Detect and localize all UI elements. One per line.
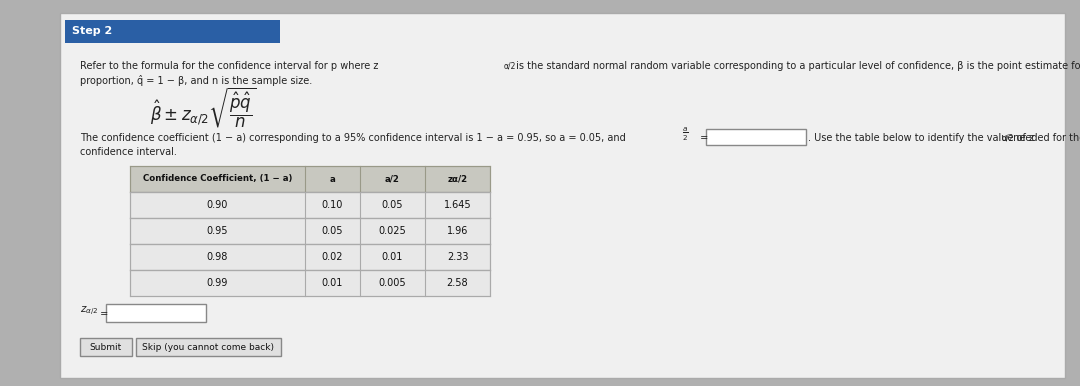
Bar bbox=[130, 166, 490, 192]
Text: 1.96: 1.96 bbox=[447, 226, 469, 236]
Text: 0.99: 0.99 bbox=[206, 278, 228, 288]
Text: zα/2: zα/2 bbox=[447, 174, 468, 183]
Text: 2.33: 2.33 bbox=[447, 252, 469, 262]
Text: proportion, q̂ = 1 − β, and n is the sample size.: proportion, q̂ = 1 − β, and n is the sam… bbox=[80, 74, 312, 86]
Text: $z_{\alpha/2}$: $z_{\alpha/2}$ bbox=[80, 305, 98, 318]
Bar bbox=[80, 338, 132, 356]
Text: α/2: α/2 bbox=[504, 61, 516, 71]
Text: 0.95: 0.95 bbox=[206, 226, 228, 236]
Text: a/2: a/2 bbox=[386, 174, 400, 183]
Bar bbox=[130, 218, 490, 244]
Text: 0.005: 0.005 bbox=[379, 278, 406, 288]
Bar bbox=[706, 129, 806, 145]
Text: =: = bbox=[697, 133, 712, 143]
Bar bbox=[136, 338, 281, 356]
Text: Confidence Coefficient, (1 − a): Confidence Coefficient, (1 − a) bbox=[143, 174, 293, 183]
Bar bbox=[65, 20, 280, 43]
Text: $\hat{\beta} \pm z_{\alpha/2}\sqrt{\dfrac{\hat{p}\hat{q}}{n}}$: $\hat{\beta} \pm z_{\alpha/2}\sqrt{\dfra… bbox=[150, 86, 256, 130]
Bar bbox=[130, 270, 490, 296]
Text: 0.025: 0.025 bbox=[379, 226, 406, 236]
Text: 1.645: 1.645 bbox=[444, 200, 471, 210]
Text: Step 2: Step 2 bbox=[72, 27, 112, 37]
Bar bbox=[130, 192, 490, 218]
Text: a: a bbox=[329, 174, 336, 183]
Text: confidence interval.: confidence interval. bbox=[80, 147, 177, 157]
Text: 0.90: 0.90 bbox=[206, 200, 228, 210]
Bar bbox=[130, 244, 490, 270]
Text: is the standard normal random variable corresponding to a particular level of co: is the standard normal random variable c… bbox=[513, 61, 1080, 71]
Text: 0.05: 0.05 bbox=[381, 200, 403, 210]
Text: Skip (you cannot come back): Skip (you cannot come back) bbox=[141, 342, 274, 352]
Text: 0.01: 0.01 bbox=[382, 252, 403, 262]
Text: Refer to the formula for the confidence interval for p where z: Refer to the formula for the confidence … bbox=[80, 61, 378, 71]
Text: 2.58: 2.58 bbox=[447, 278, 469, 288]
Text: 0.01: 0.01 bbox=[322, 278, 343, 288]
Text: 0.02: 0.02 bbox=[322, 252, 343, 262]
Text: α/2: α/2 bbox=[1002, 134, 1014, 142]
Text: 0.10: 0.10 bbox=[322, 200, 343, 210]
Text: . Use the table below to identify the value of z: . Use the table below to identify the va… bbox=[808, 133, 1034, 143]
Text: needed for the: needed for the bbox=[1010, 133, 1080, 143]
Text: =: = bbox=[97, 309, 111, 319]
Bar bbox=[106, 304, 206, 322]
Text: The confidence coefficient (1 − a) corresponding to a 95% confidence interval is: The confidence coefficient (1 − a) corre… bbox=[80, 133, 625, 143]
Text: 0.98: 0.98 bbox=[206, 252, 228, 262]
Text: Submit: Submit bbox=[90, 342, 122, 352]
Text: 0.05: 0.05 bbox=[322, 226, 343, 236]
Text: $\frac{a}{2}$: $\frac{a}{2}$ bbox=[681, 125, 689, 142]
